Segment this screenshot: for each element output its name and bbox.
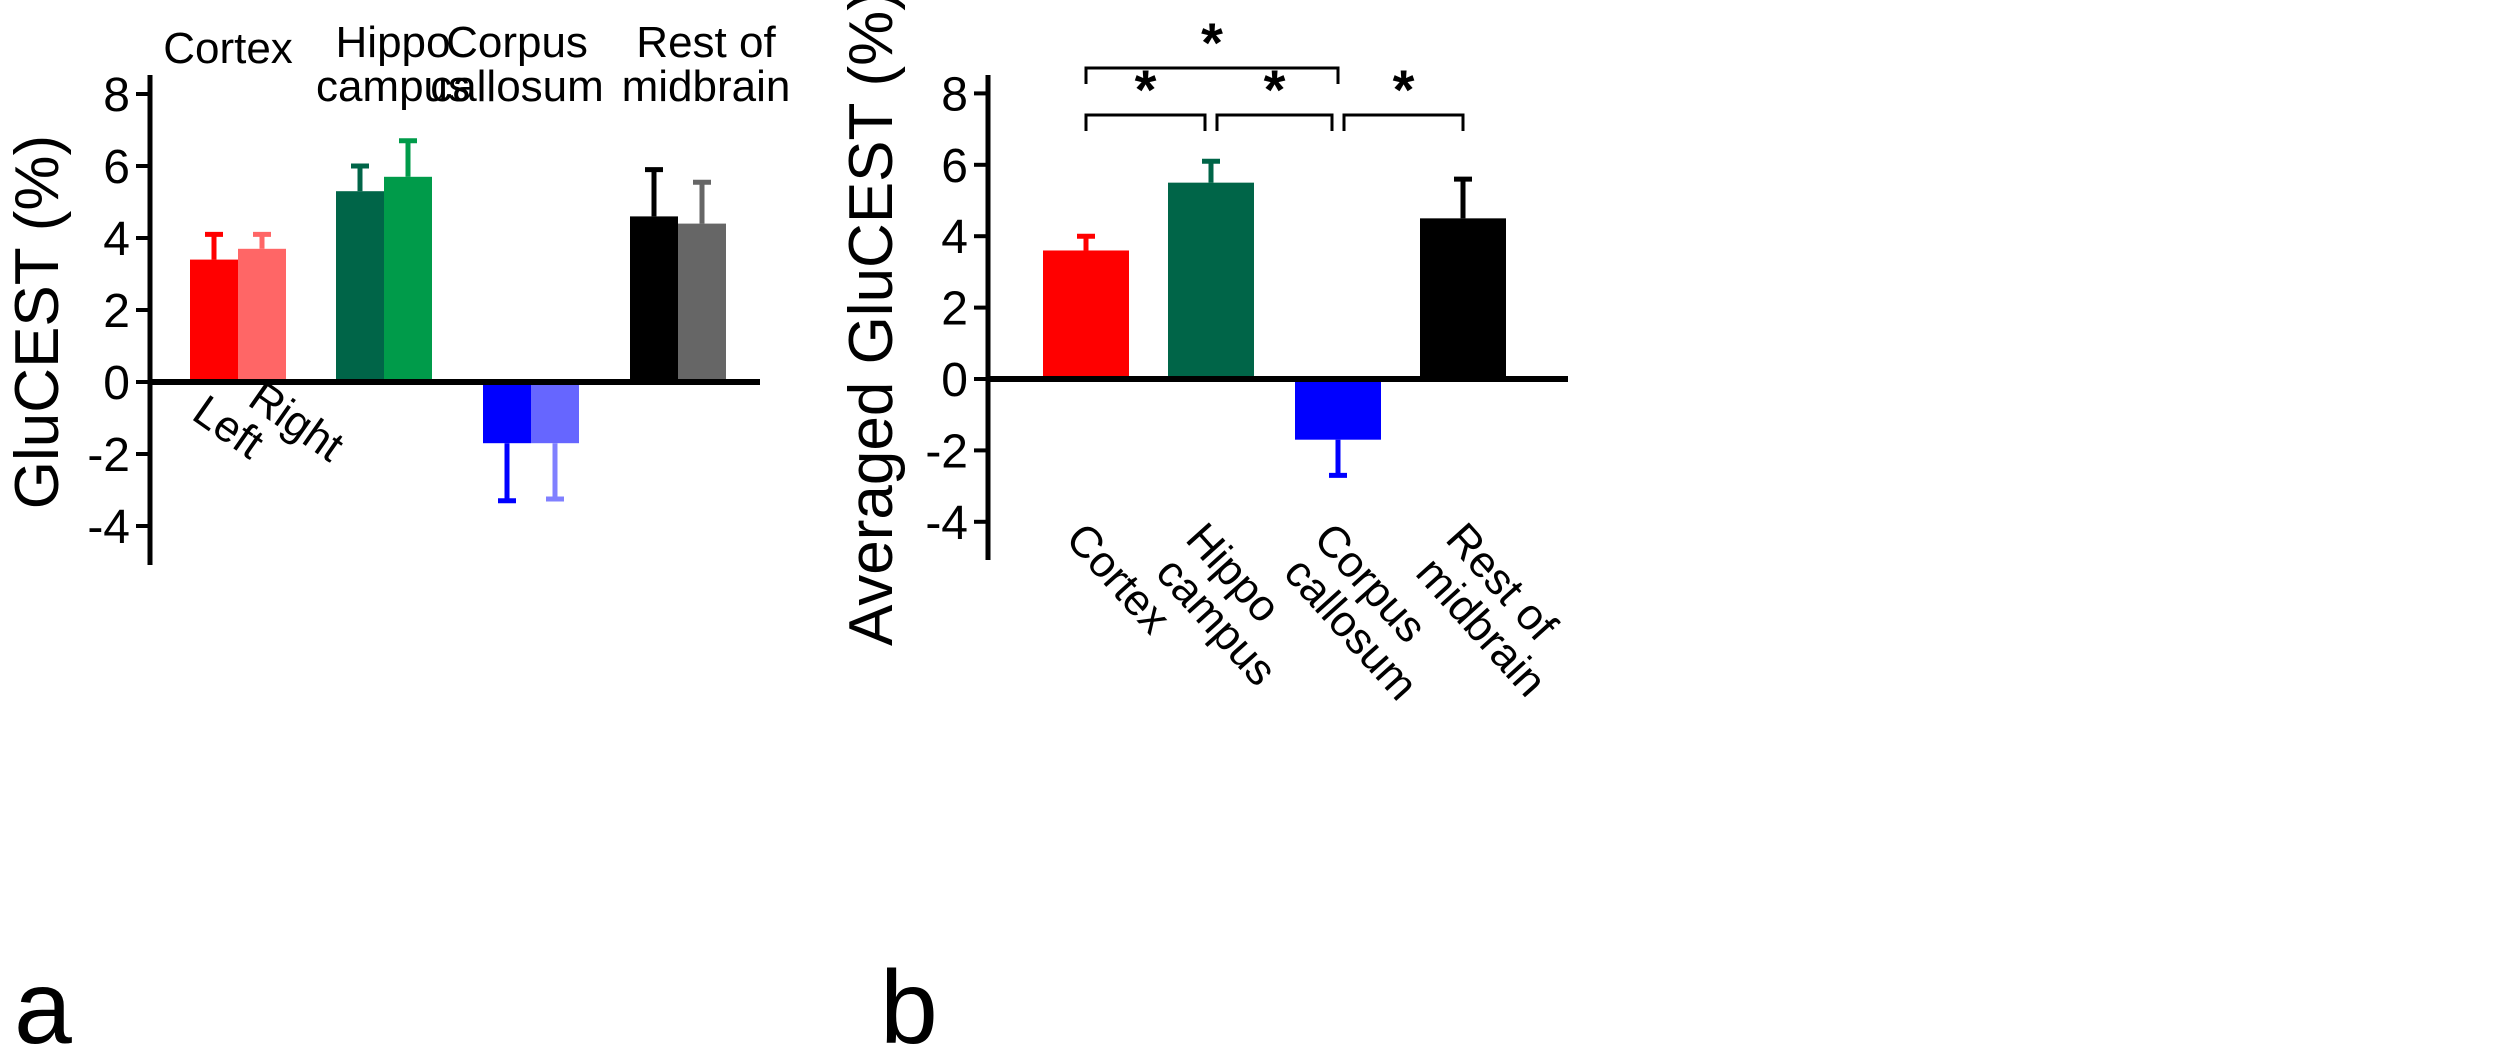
panel-a-y-tick-label-6: -4	[87, 501, 130, 554]
panel-a-bar-left-3	[630, 216, 678, 382]
panel-a-bar-right-3	[678, 223, 726, 382]
panel-b-y-tick-label-4: 0	[941, 354, 968, 407]
panel-a-bar-left-1	[336, 191, 384, 382]
panel-a-group-label-1-line-1: campus	[316, 62, 470, 111]
panel-a-group-label-0-line-0: Cortex	[163, 24, 293, 73]
panel-b-y-tick-label-0: 8	[941, 68, 968, 121]
panel-b-significance-bracket-1	[1215, 113, 1334, 131]
panel-a-group-label-2-line-1: callosum	[430, 62, 604, 111]
panel-a-bar-left-0	[190, 259, 238, 382]
panel-b-significance-star-2: *	[1393, 58, 1415, 121]
panel-a-y-tick-label-2: 4	[103, 213, 130, 266]
panel-a-legend-right: Right	[240, 372, 352, 471]
panel-a-bar-right-2	[531, 382, 579, 444]
panel-b-bar-3	[1420, 218, 1506, 379]
panel-a-bar-right-1	[384, 176, 432, 382]
panel-a-y-tick-label-4: 0	[103, 357, 130, 410]
panel-b-significance-star-3: *	[1201, 11, 1223, 74]
panel-a-chart: 8 6 4 2 0 -2 -4 GluCEST (%) Cortex HippocampusCor…	[3, 18, 790, 1060]
panel-b-y-tick-label-2: 4	[941, 211, 968, 264]
panel-a-group-label-3-line-1: midbrain	[622, 62, 791, 111]
panel-a-y-axis-label: GluCEST (%)	[3, 135, 72, 509]
panel-b-label: b	[880, 950, 938, 1060]
panel-a-y-tick-label-5: -2	[87, 429, 130, 482]
panel-a-y-tick-label-1: 6	[103, 141, 130, 194]
panel-a-group-label-1-line-0: Hippo	[336, 18, 451, 67]
panel-b-bar-0	[1043, 250, 1129, 379]
panel-b-significance-bracket-0	[1084, 113, 1207, 131]
panel-b-y-axis-label: Averaged GluCEST (%)	[837, 0, 906, 646]
panel-b-y-tick-label-5: -2	[925, 425, 968, 478]
panel-b-significance-star-0: *	[1135, 58, 1157, 121]
panel-b-significance-star-1: *	[1264, 58, 1286, 121]
panel-b-bar-1	[1168, 182, 1254, 379]
panel-a-y-tick-label-3: 2	[103, 285, 130, 338]
panel-a-y-tick-label-0: 8	[103, 69, 130, 122]
panel-b-bar-2	[1295, 379, 1381, 440]
panel-b-significance-bracket-2	[1342, 113, 1465, 131]
panel-a-label: a	[14, 950, 72, 1060]
panel-b-significance-bracket-3	[1084, 66, 1340, 84]
panel-a-group-label-3-line-0: Rest of	[636, 18, 776, 67]
panel-b-y-tick-label-6: -4	[925, 497, 968, 550]
panel-a-bar-right-0	[238, 248, 286, 382]
panel-b-y-tick-label-3: 2	[941, 283, 968, 336]
panel-a-bar-left-2	[483, 382, 531, 444]
panel-a-group-label-2-line-0: Corpus	[446, 18, 588, 67]
panel-b-y-tick-label-1: 6	[941, 140, 968, 193]
